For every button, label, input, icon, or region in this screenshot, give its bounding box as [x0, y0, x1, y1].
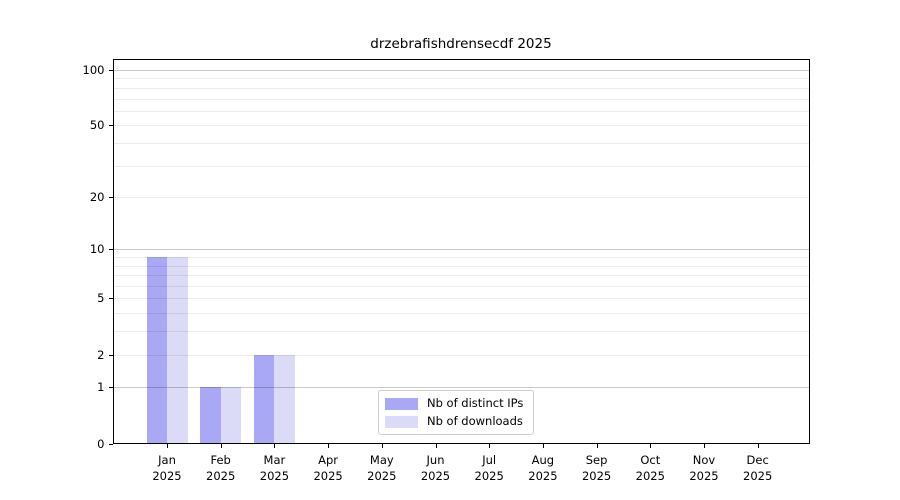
x-tick-label-dec: Dec 2025: [743, 452, 773, 483]
bar-distinct-ips-feb: [200, 387, 221, 444]
gridline-minor-60: [112, 110, 810, 112]
y-tick-label-0: 0: [97, 436, 105, 451]
y-tick-label-100: 100: [82, 63, 105, 77]
legend: Nb of distinct IPs Nb of downloads: [378, 390, 535, 435]
x-tick-jan: [167, 443, 168, 448]
x-tick-label-mar: Mar 2025: [259, 452, 290, 483]
x-tick-label-apr: Apr 2025: [313, 452, 343, 483]
y-tick-1: [108, 387, 113, 389]
y-tick-0: [108, 443, 113, 445]
legend-item-distinct-ips: Nb of distinct IPs: [385, 397, 523, 410]
y-tick-50: [108, 125, 113, 127]
legend-swatch-downloads: [385, 415, 418, 428]
bar-downloads-jan: [167, 257, 188, 444]
x-tick-nov: [704, 443, 705, 448]
chart-title: drzebrafishdrensecdf 2025: [370, 36, 552, 52]
y-tick-label-10: 10: [89, 242, 105, 257]
gridline-minor-30: [112, 165, 810, 167]
x-tick-may: [381, 443, 383, 448]
gridline-minor-90: [112, 78, 810, 80]
bar-distinct-ips-jan: [146, 257, 167, 444]
gridline-major-100: [112, 70, 810, 71]
y-tick-label-2: 2: [97, 347, 105, 362]
x-tick-label-nov: Nov 2025: [689, 452, 719, 483]
y-tick-20: [108, 197, 113, 199]
x-tick-label-jul: Jul 2025: [474, 452, 504, 483]
x-tick-feb: [220, 443, 222, 448]
y-tick-label-1: 1: [97, 380, 105, 395]
gridline-minor-7: [112, 275, 810, 277]
x-tick-mar: [274, 443, 276, 448]
x-tick-label-oct: Oct 2025: [635, 452, 665, 483]
legend-label-downloads: Nb of downloads: [427, 414, 523, 428]
y-tick-100: [108, 70, 113, 71]
x-tick-oct: [650, 443, 652, 448]
y-tick-2: [108, 354, 113, 356]
gridline-major-1: [112, 387, 810, 389]
x-tick-label-sep: Sep 2025: [581, 452, 612, 483]
legend-label-distinct-ips: Nb of distinct IPs: [427, 396, 524, 410]
bar-distinct-ips-mar: [253, 354, 275, 444]
y-tick-label-5: 5: [97, 291, 105, 306]
x-tick-aug: [542, 443, 544, 448]
plot-frame: [112, 58, 810, 444]
gridline-minor-2: [112, 354, 810, 356]
y-tick-10: [108, 249, 113, 251]
x-tick-label-aug: Aug 2025: [528, 452, 558, 483]
y-tick-5: [108, 298, 113, 300]
gridline-minor-80: [112, 87, 810, 89]
bar-downloads-mar: [274, 354, 295, 444]
x-tick-dec: [757, 443, 759, 448]
gridline-minor-4: [112, 313, 810, 315]
x-tick-apr: [328, 443, 330, 448]
gridline-minor-9: [112, 257, 810, 259]
bar-downloads-feb: [220, 387, 242, 444]
gridline-minor-50: [112, 125, 810, 127]
x-tick-jun: [435, 443, 437, 448]
gridline-minor-5: [112, 298, 810, 300]
x-tick-jul: [489, 443, 491, 448]
gridline-minor-20: [112, 197, 810, 199]
plot-area: [112, 58, 810, 444]
gridline-minor-40: [112, 142, 810, 144]
legend-swatch-distinct-ips: [385, 397, 418, 410]
y-tick-label-20: 20: [89, 190, 105, 205]
x-tick-label-jun: Jun 2025: [420, 452, 451, 483]
y-tick-label-50: 50: [89, 118, 105, 133]
gridline-minor-70: [112, 98, 810, 100]
legend-item-downloads: Nb of downloads: [385, 415, 523, 428]
gridline-major-10: [112, 249, 810, 251]
gridline-minor-8: [112, 265, 810, 267]
x-tick-label-may: May 2025: [367, 452, 397, 483]
x-tick-label-jan: Jan 2025: [152, 452, 182, 483]
gridline-minor-6: [112, 286, 810, 288]
x-tick-label-feb: Feb 2025: [206, 452, 236, 483]
gridline-minor-3: [112, 331, 810, 333]
x-tick-sep: [596, 443, 598, 448]
